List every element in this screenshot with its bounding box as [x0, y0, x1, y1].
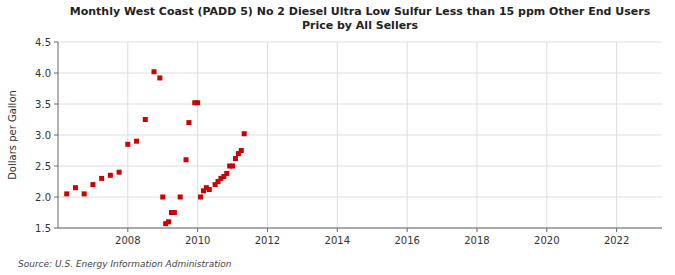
y-tick	[54, 42, 58, 43]
x-tick-label: 2020	[534, 235, 559, 246]
x-tick-label: 2010	[185, 235, 210, 246]
x-tick	[337, 228, 338, 232]
x-grid-line	[127, 42, 128, 228]
point	[64, 191, 69, 196]
y-tick	[54, 104, 58, 105]
point	[186, 120, 191, 125]
x-tick-label: 2012	[255, 235, 280, 246]
y-axis-line	[58, 42, 59, 228]
y-tick	[54, 228, 58, 229]
title-line: Price by All Sellers	[302, 19, 419, 32]
point	[172, 210, 177, 215]
y-tick-label: 4.5	[35, 37, 51, 48]
point	[207, 187, 212, 192]
y-tick	[54, 197, 58, 198]
x-tick	[127, 228, 128, 232]
point	[195, 100, 200, 105]
title-line: Monthly West Coast (PADD 5) No 2 Diesel …	[70, 5, 651, 18]
y-grid-line	[58, 135, 662, 136]
point	[82, 191, 87, 196]
point	[143, 117, 148, 122]
point	[233, 156, 238, 161]
point	[230, 164, 235, 169]
y-grid-line	[58, 166, 662, 167]
x-tick-label: 2014	[325, 235, 350, 246]
point	[198, 195, 203, 200]
y-axis-label: Dollars per Gallon	[7, 90, 18, 180]
y-grid-line	[58, 104, 662, 105]
x-tick	[476, 228, 477, 232]
x-tick	[546, 228, 547, 232]
x-tick-label: 2008	[115, 235, 140, 246]
x-tick	[616, 228, 617, 232]
point	[90, 182, 95, 187]
x-tick-label: 2022	[604, 235, 629, 246]
point	[108, 173, 113, 178]
y-tick	[54, 73, 58, 74]
chart-svg: Monthly West Coast (PADD 5) No 2 Diesel …	[0, 0, 675, 275]
point	[184, 157, 189, 162]
y-grid-line	[58, 42, 662, 43]
point	[242, 131, 247, 136]
x-grid-line	[476, 42, 477, 228]
y-tick-label: 1.5	[35, 223, 51, 234]
x-tick	[197, 228, 198, 232]
chart-container: Monthly West Coast (PADD 5) No 2 Diesel …	[0, 0, 675, 275]
points	[64, 69, 246, 226]
point	[239, 148, 244, 153]
x-tick	[267, 228, 268, 232]
x-axis-line	[58, 228, 662, 229]
point	[125, 142, 130, 147]
y-grid-line	[58, 197, 662, 198]
y-tick-label: 2.0	[35, 192, 51, 203]
y-tick	[54, 135, 58, 136]
y-tick-label: 2.5	[35, 161, 51, 172]
x-tick-label: 2016	[394, 235, 419, 246]
x-grid-line	[337, 42, 338, 228]
y-tick-label: 4.0	[35, 68, 51, 79]
point	[73, 185, 78, 190]
x-tick-label: 2018	[464, 235, 489, 246]
axes: 1.5 2.0 2.5 3.0 3.5 4.0 4.5 2008 2010 2012 2014 201…	[35, 37, 662, 247]
grid	[58, 42, 662, 228]
source-annotation: Source: U.S. Energy Information Administ…	[18, 259, 232, 269]
x-grid-line	[616, 42, 617, 228]
point	[99, 176, 104, 181]
title: Monthly West Coast (PADD 5) No 2 Diesel …	[70, 5, 651, 32]
point	[157, 75, 162, 80]
y-grid-line	[58, 228, 662, 229]
y-grid-line	[58, 73, 662, 74]
y-tick	[54, 166, 58, 167]
x-tick	[407, 228, 408, 232]
point	[134, 139, 139, 144]
point	[224, 171, 229, 176]
x-grid-line	[267, 42, 268, 228]
x-grid-line	[546, 42, 547, 228]
point	[117, 170, 122, 175]
point	[178, 195, 183, 200]
point	[166, 219, 171, 224]
y-tick-label: 3.5	[35, 99, 51, 110]
point	[152, 69, 157, 74]
y-tick-label: 3.0	[35, 130, 51, 141]
x-grid-line	[197, 42, 198, 228]
x-grid-line	[407, 42, 408, 228]
point	[160, 195, 165, 200]
